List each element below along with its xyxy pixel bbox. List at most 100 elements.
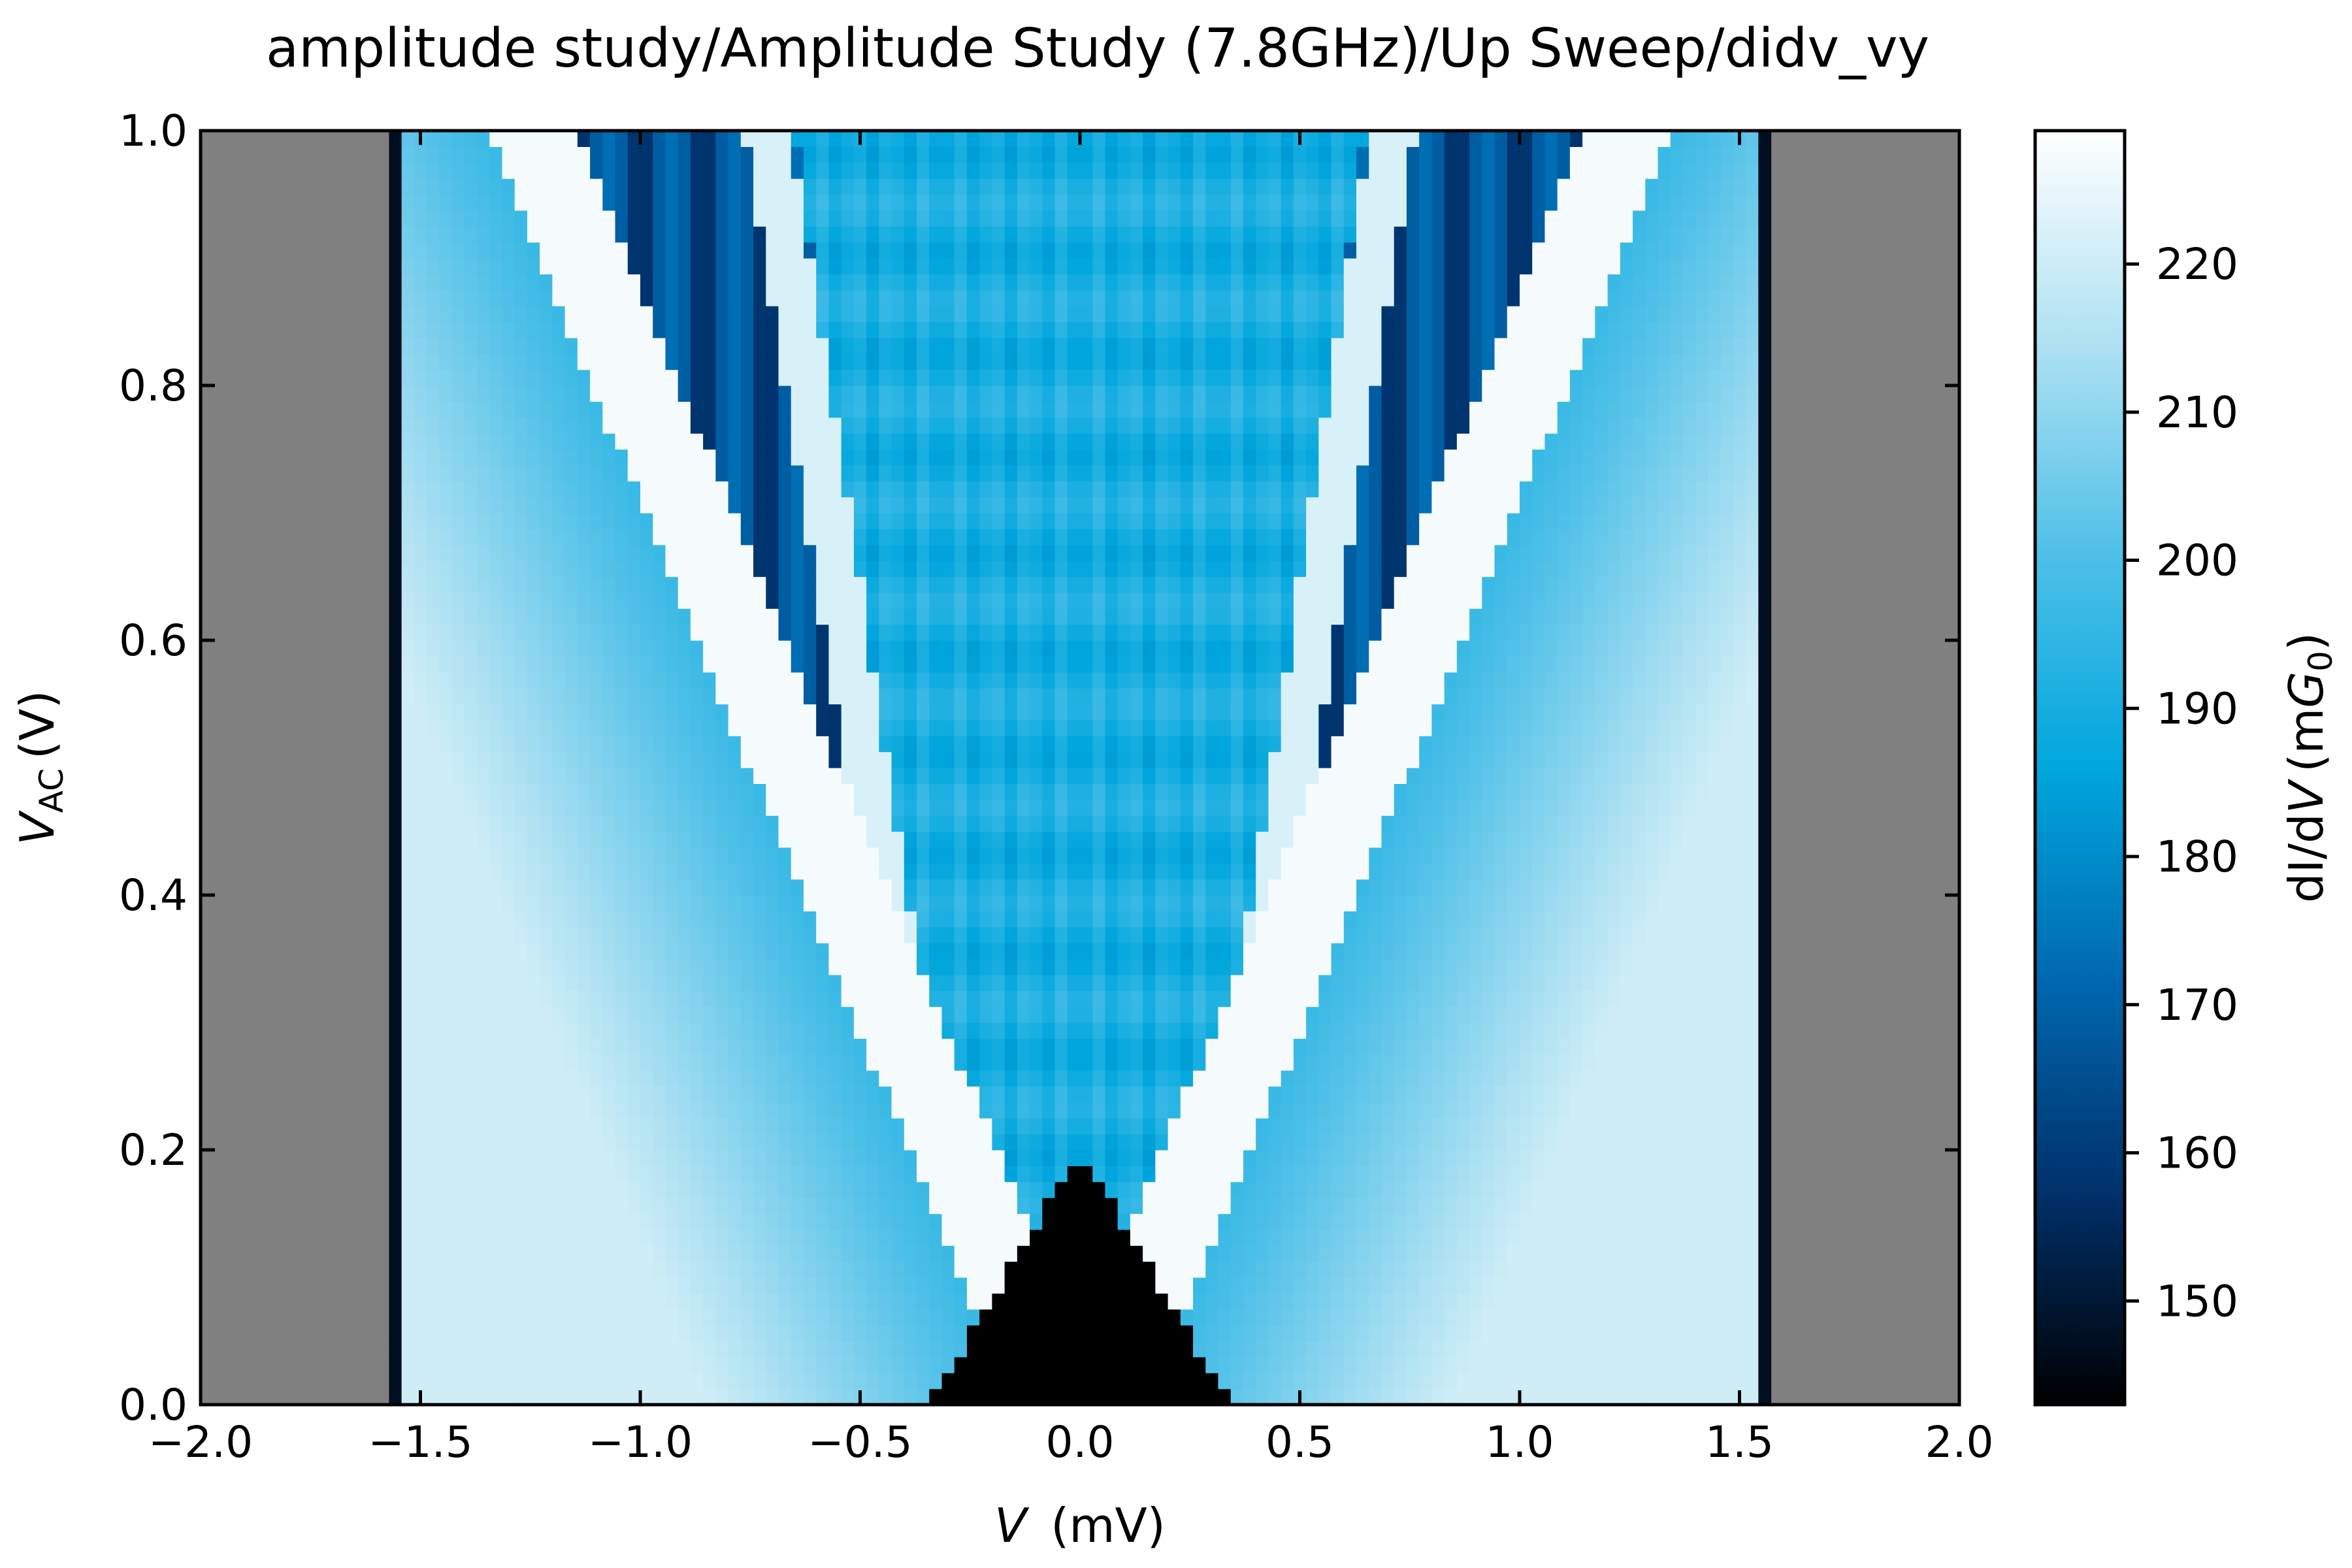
heatmap-cell bbox=[740, 863, 754, 880]
heatmap-cell bbox=[427, 1325, 440, 1342]
heatmap-cell bbox=[753, 1150, 766, 1166]
heatmap-cell bbox=[640, 688, 653, 705]
heatmap-cell bbox=[1030, 863, 1043, 880]
heatmap-cell bbox=[1406, 1038, 1420, 1055]
heatmap-cell bbox=[1268, 1118, 1282, 1135]
heatmap-cell bbox=[1595, 1166, 1609, 1183]
heatmap-cell bbox=[1155, 1118, 1169, 1135]
heatmap-cell bbox=[841, 1054, 855, 1071]
heatmap-cell bbox=[602, 990, 616, 1007]
heatmap-cell bbox=[728, 1213, 742, 1230]
heatmap-cell bbox=[891, 1022, 905, 1039]
heatmap-cell bbox=[1633, 1341, 1646, 1358]
heatmap-cell bbox=[1130, 1181, 1143, 1198]
heatmap-cell bbox=[690, 847, 704, 864]
heatmap-cell bbox=[1582, 1388, 1595, 1405]
heatmap-cell bbox=[1469, 1373, 1482, 1390]
heatmap-cell bbox=[540, 1166, 553, 1183]
heatmap-cell bbox=[1004, 1373, 1018, 1390]
heatmap-cell bbox=[1695, 768, 1709, 784]
heatmap-cell bbox=[540, 1150, 553, 1166]
heatmap-cell bbox=[1431, 1086, 1445, 1103]
heatmap-cell bbox=[1155, 751, 1169, 768]
heatmap-cell bbox=[640, 1293, 653, 1310]
heatmap-cell bbox=[1544, 1309, 1558, 1326]
heatmap-cell bbox=[1532, 990, 1546, 1007]
heatmap-cell bbox=[665, 672, 679, 689]
heatmap-cell bbox=[941, 815, 955, 832]
heatmap-cell bbox=[1569, 1356, 1583, 1373]
heatmap-cell bbox=[1469, 990, 1482, 1007]
heatmap-cell bbox=[414, 1293, 427, 1310]
heatmap-cell bbox=[992, 1277, 1005, 1294]
heatmap-cell bbox=[979, 943, 992, 960]
heatmap-cell bbox=[803, 1309, 817, 1326]
heatmap-cell bbox=[1758, 831, 1772, 848]
heatmap-cell bbox=[389, 831, 402, 848]
heatmap-cell bbox=[1004, 1166, 1018, 1183]
heatmap-cell bbox=[917, 799, 930, 816]
heatmap-cell bbox=[1030, 719, 1043, 736]
heatmap-cell bbox=[1331, 1198, 1345, 1215]
heatmap-cell bbox=[1582, 958, 1595, 975]
heatmap-cell bbox=[866, 1102, 879, 1119]
heatmap-cell bbox=[1544, 1022, 1558, 1039]
heatmap-cell bbox=[1017, 1102, 1030, 1119]
heatmap-cell bbox=[791, 1181, 804, 1198]
heatmap-cell bbox=[992, 1022, 1005, 1039]
heatmap-cell bbox=[451, 1325, 465, 1342]
heatmap-cell bbox=[1482, 1261, 1495, 1278]
heatmap-cell bbox=[853, 895, 867, 911]
heatmap-cell bbox=[1080, 1229, 1093, 1246]
heatmap-cell bbox=[1607, 1356, 1621, 1373]
heatmap-cell bbox=[1268, 1070, 1282, 1087]
heatmap-cell bbox=[1444, 974, 1458, 991]
heatmap-cell bbox=[917, 1086, 930, 1103]
heatmap-cell bbox=[1607, 1118, 1621, 1135]
heatmap-cell bbox=[1281, 1070, 1294, 1087]
heatmap-cell bbox=[1205, 831, 1219, 848]
heatmap-cell bbox=[1482, 1134, 1495, 1151]
heatmap-cell bbox=[1293, 1102, 1307, 1119]
heatmap-cell bbox=[1720, 1229, 1734, 1246]
heatmap-cell bbox=[803, 768, 817, 784]
heatmap-cell bbox=[992, 1166, 1005, 1183]
heatmap-cell bbox=[1507, 1118, 1520, 1135]
heatmap-cell bbox=[917, 704, 930, 721]
heatmap-cell bbox=[527, 1181, 540, 1198]
heatmap-cell bbox=[1544, 1150, 1558, 1166]
heatmap-cell bbox=[439, 1388, 453, 1405]
heatmap-cell bbox=[1595, 719, 1609, 736]
heatmap-cell bbox=[979, 847, 992, 864]
heatmap-cell bbox=[841, 926, 855, 943]
heatmap-cell bbox=[451, 1373, 465, 1390]
heatmap-cell bbox=[615, 1102, 629, 1119]
heatmap-cell bbox=[1595, 1006, 1609, 1023]
heatmap-cell bbox=[1720, 863, 1734, 880]
heatmap-cell bbox=[1633, 1022, 1646, 1039]
heatmap-cell bbox=[1155, 911, 1169, 928]
heatmap-cell bbox=[477, 1102, 490, 1119]
heatmap-cell bbox=[615, 1086, 629, 1103]
heatmap-cell bbox=[1281, 895, 1294, 911]
heatmap-cell bbox=[866, 1245, 879, 1262]
heatmap-cell bbox=[527, 1006, 540, 1023]
heatmap-cell bbox=[841, 1006, 855, 1023]
heatmap-cell bbox=[1507, 1006, 1520, 1023]
heatmap-cell bbox=[1645, 1373, 1659, 1390]
heatmap-cell bbox=[866, 719, 879, 736]
heatmap-cell bbox=[1469, 815, 1482, 832]
heatmap-cell bbox=[1419, 719, 1432, 736]
heatmap-cell bbox=[564, 1070, 578, 1087]
heatmap-cell bbox=[1620, 751, 1633, 768]
heatmap-cell bbox=[1720, 751, 1734, 768]
heatmap-cell bbox=[414, 1277, 427, 1294]
heatmap-cell bbox=[1482, 1229, 1495, 1246]
heatmap-cell bbox=[1293, 751, 1307, 768]
heatmap-cell bbox=[414, 990, 427, 1007]
heatmap-cell bbox=[1431, 1022, 1445, 1039]
heatmap-cell bbox=[1293, 1325, 1307, 1342]
heatmap-cell bbox=[590, 1054, 603, 1071]
heatmap-cell bbox=[979, 1356, 992, 1373]
heatmap-cell bbox=[414, 1070, 427, 1087]
